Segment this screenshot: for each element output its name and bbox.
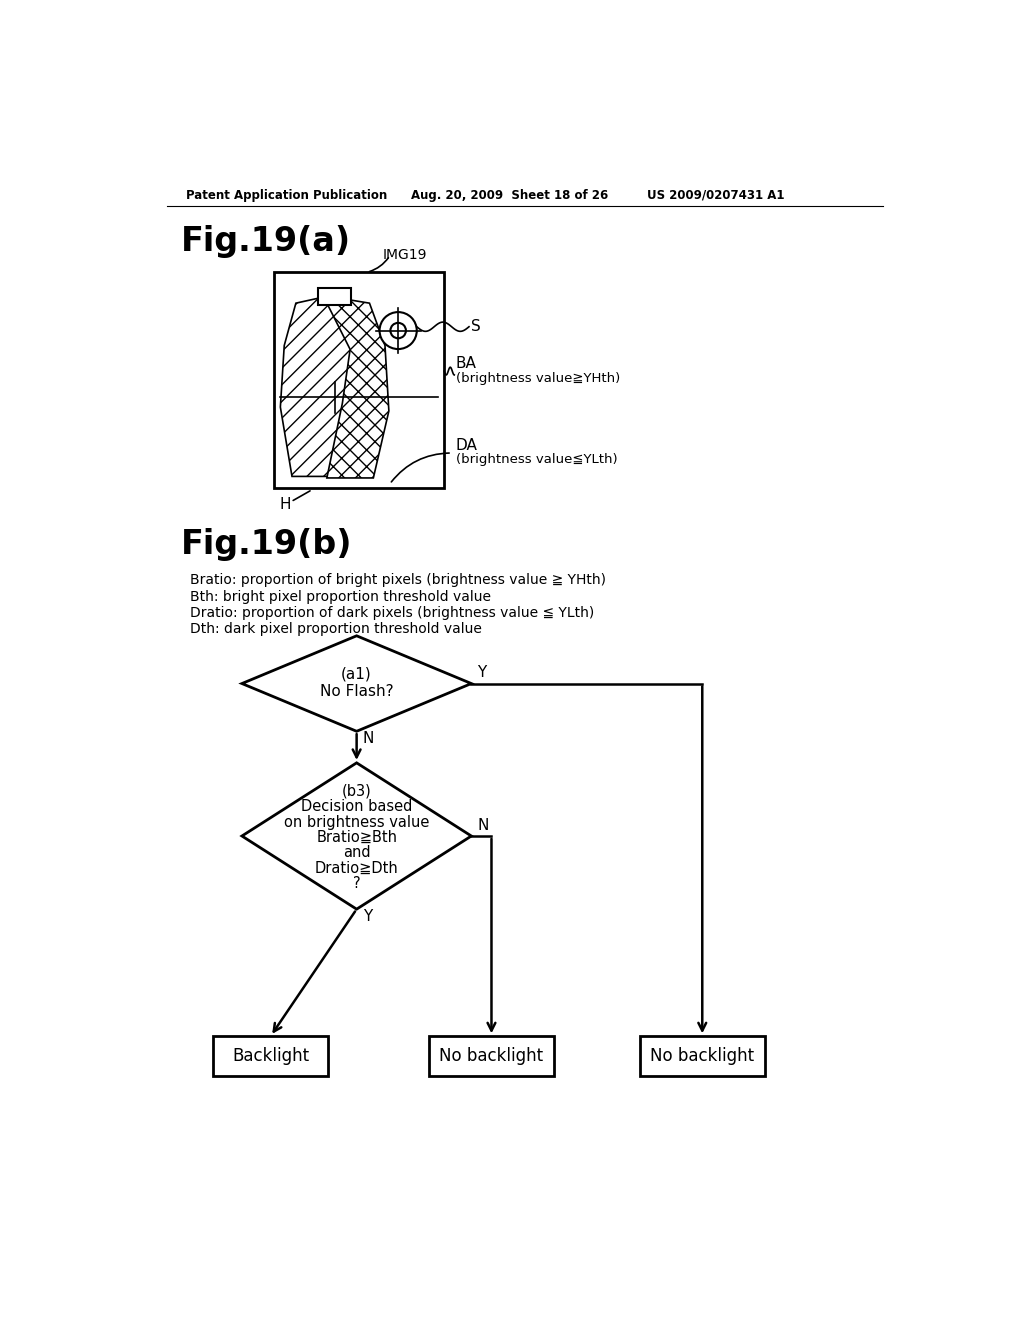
Text: US 2009/0207431 A1: US 2009/0207431 A1 xyxy=(647,189,784,202)
Text: Dratio≧Dth: Dratio≧Dth xyxy=(314,861,398,876)
Text: Bth: bright pixel proportion threshold value: Bth: bright pixel proportion threshold v… xyxy=(190,590,490,603)
Text: on brightness value: on brightness value xyxy=(284,814,429,830)
Text: N: N xyxy=(477,817,488,833)
Text: Y: Y xyxy=(477,665,486,680)
Text: and: and xyxy=(343,845,371,861)
Polygon shape xyxy=(323,296,389,478)
Text: No Flash?: No Flash? xyxy=(319,684,393,698)
Bar xyxy=(213,1036,328,1076)
Polygon shape xyxy=(242,763,471,909)
Text: BA: BA xyxy=(456,356,477,371)
Bar xyxy=(640,1036,765,1076)
Text: ?: ? xyxy=(353,876,360,891)
Text: (a1): (a1) xyxy=(341,667,372,682)
Text: N: N xyxy=(362,731,374,747)
Text: S: S xyxy=(471,319,481,334)
Text: Backlight: Backlight xyxy=(232,1047,309,1065)
Polygon shape xyxy=(242,636,471,731)
Text: Bratio≧Bth: Bratio≧Bth xyxy=(316,830,397,845)
Text: IMG19: IMG19 xyxy=(382,248,427,263)
Text: Fig.19(b): Fig.19(b) xyxy=(180,528,352,561)
Text: Aug. 20, 2009  Sheet 18 of 26: Aug. 20, 2009 Sheet 18 of 26 xyxy=(411,189,608,202)
Bar xyxy=(273,272,444,488)
Text: Dth: dark pixel proportion threshold value: Dth: dark pixel proportion threshold val… xyxy=(190,622,482,636)
Text: H: H xyxy=(280,498,292,512)
Circle shape xyxy=(390,323,406,338)
Text: (brightness value≦YLth): (brightness value≦YLth) xyxy=(456,454,617,466)
Polygon shape xyxy=(281,296,361,477)
Text: Patent Application Publication: Patent Application Publication xyxy=(186,189,387,202)
Text: (b3): (b3) xyxy=(342,784,372,799)
Text: Fig.19(a): Fig.19(a) xyxy=(180,226,351,259)
Text: (brightness value≧YHth): (brightness value≧YHth) xyxy=(456,371,621,384)
Text: No backlight: No backlight xyxy=(650,1047,755,1065)
Text: No backlight: No backlight xyxy=(439,1047,544,1065)
Text: DA: DA xyxy=(456,438,478,453)
Bar xyxy=(318,288,351,305)
Text: Dratio: proportion of dark pixels (brightness value ≦ YLth): Dratio: proportion of dark pixels (brigh… xyxy=(190,606,594,619)
Text: Y: Y xyxy=(362,909,372,924)
Circle shape xyxy=(380,312,417,348)
Bar xyxy=(429,1036,554,1076)
Text: Decision based: Decision based xyxy=(301,799,413,814)
Text: Bratio: proportion of bright pixels (brightness value ≧ YHth): Bratio: proportion of bright pixels (bri… xyxy=(190,573,606,587)
